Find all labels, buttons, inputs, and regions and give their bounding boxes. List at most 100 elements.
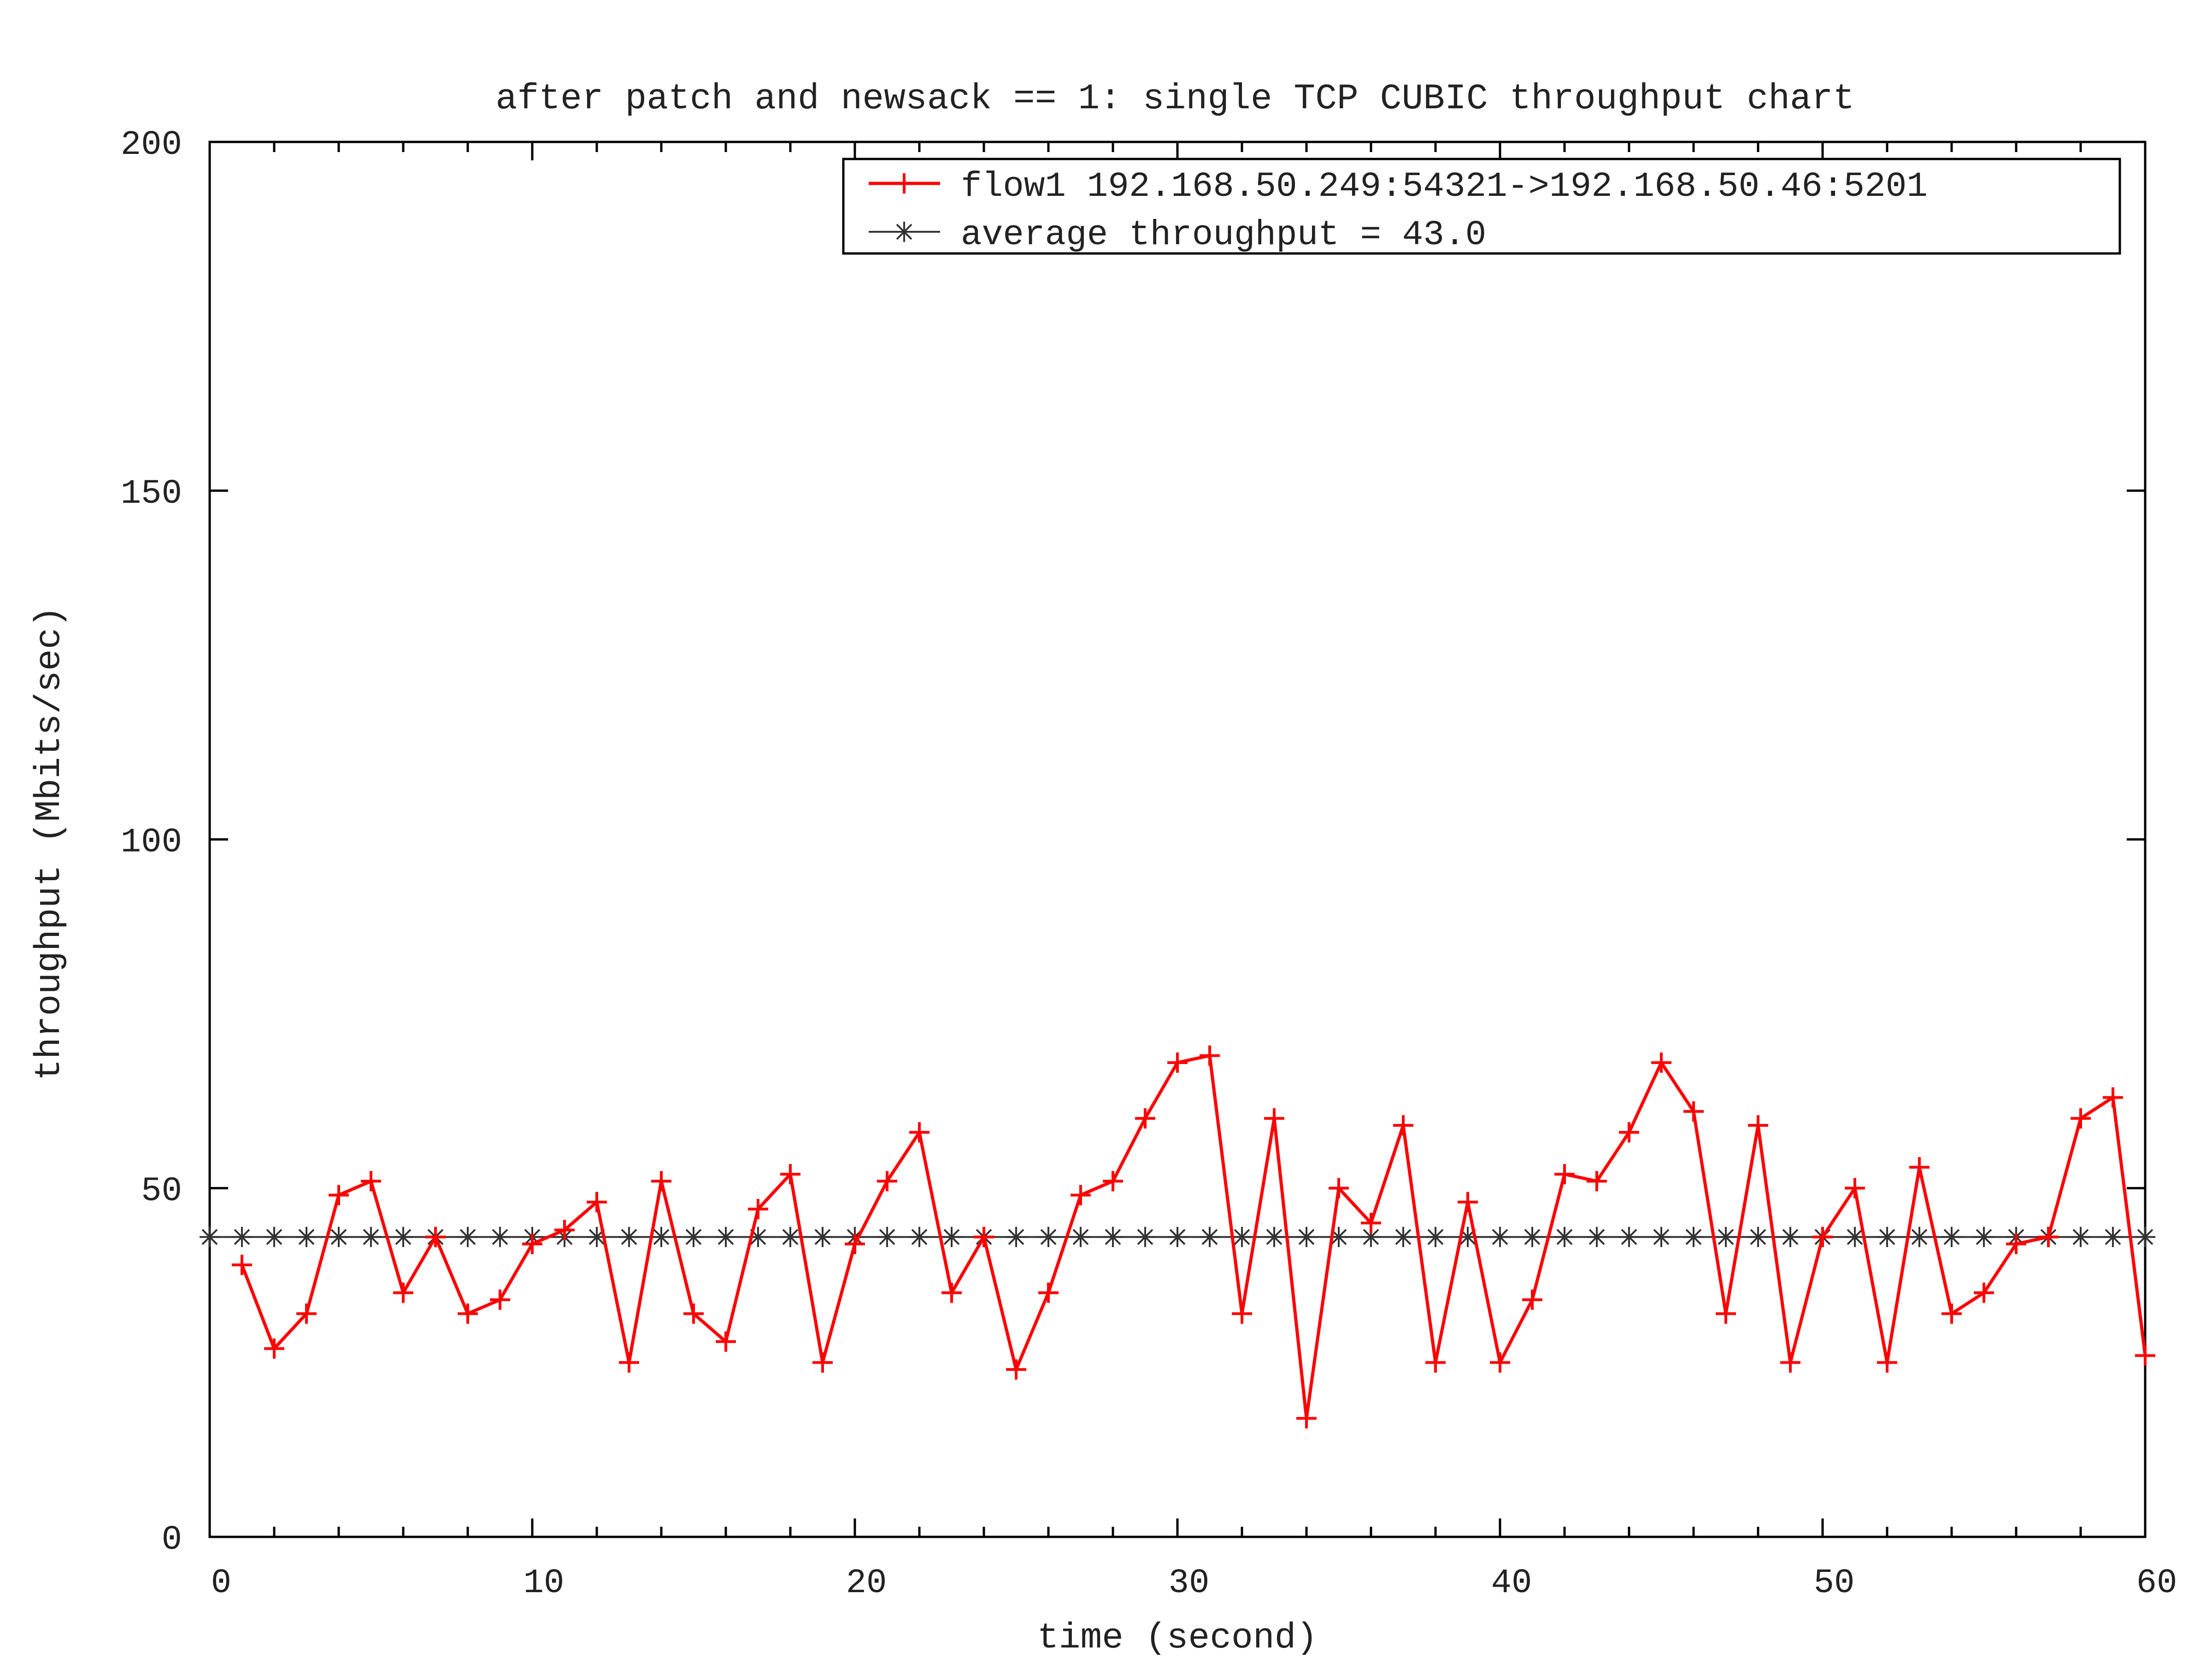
- average-point: [1135, 1227, 1155, 1247]
- flow1-point: [1812, 1227, 1833, 1247]
- average-point: [1651, 1227, 1671, 1247]
- flow1-point: [716, 1331, 736, 1352]
- x-axis: 0 10 20 30 40 50 60: [208, 142, 2177, 1603]
- flow1-point: [1393, 1115, 1413, 1136]
- flow1-point: [1619, 1122, 1639, 1143]
- flow1-point: [1683, 1101, 1704, 1122]
- legend-label-flow1: flow1 192.168.50.249:54321->192.168.50.4…: [961, 167, 1928, 206]
- average-point: [1974, 1227, 1994, 1247]
- average-point: [909, 1227, 930, 1247]
- legend-swatch-flow1: [869, 173, 940, 194]
- flow1-point: [1232, 1303, 1252, 1324]
- flow1-point: [619, 1352, 639, 1373]
- average-point: [296, 1227, 317, 1247]
- average-point: [1845, 1227, 1865, 1247]
- flow1-point: [1522, 1289, 1542, 1310]
- flow1-point: [812, 1352, 833, 1373]
- flow1-point: [264, 1338, 284, 1359]
- flow1-point: [425, 1227, 446, 1247]
- flow1-point: [522, 1234, 542, 1254]
- flow1-point: [296, 1303, 317, 1324]
- flow1-point: [683, 1303, 704, 1324]
- flow1-point: [393, 1282, 413, 1303]
- flow1-point: [748, 1199, 768, 1219]
- flow1-line: [240, 1053, 2147, 1419]
- average-point: [232, 1227, 252, 1247]
- flow1-point: [2038, 1227, 2059, 1247]
- flow1-point: [877, 1171, 897, 1192]
- average-point: [1071, 1227, 1091, 1247]
- average-point: [2103, 1227, 2123, 1247]
- legend-marker: [894, 173, 914, 194]
- legend-marker: [894, 222, 914, 242]
- x-tick-label: 10: [524, 1564, 565, 1603]
- average-point: [716, 1227, 736, 1247]
- average-point: [1909, 1227, 1930, 1247]
- x-axis-label: time (second): [1037, 1618, 1318, 1659]
- flow1-point: [1845, 1178, 1865, 1199]
- flow1-point: [1941, 1303, 1962, 1324]
- average-point: [1264, 1227, 1284, 1247]
- flow1-point: [490, 1289, 510, 1310]
- flow1-point: [1780, 1352, 1800, 1373]
- chart-title: after patch and newsack == 1: single TCP…: [496, 79, 1855, 119]
- average-point: [1200, 1227, 1220, 1247]
- y-tick-label: 200: [121, 126, 182, 165]
- average-point: [1232, 1227, 1252, 1247]
- average-point: [1006, 1227, 1026, 1247]
- average-point: [1167, 1227, 1188, 1247]
- legend: flow1 192.168.50.249:54321->192.168.50.4…: [842, 158, 2121, 255]
- flow1-point: [1038, 1282, 1059, 1303]
- average-point: [1554, 1227, 1575, 1247]
- y-tick-label: 0: [162, 1521, 182, 1559]
- average-point: [1522, 1227, 1542, 1247]
- flow1-point: [1006, 1359, 1026, 1380]
- x-tick-label: 40: [1491, 1564, 1532, 1603]
- average-point: [1877, 1227, 1897, 1247]
- flow1-point: [232, 1254, 252, 1275]
- y-tick-label: 100: [121, 824, 182, 862]
- average-point: [264, 1227, 284, 1247]
- flow1-point: [2135, 1345, 2155, 1366]
- flow1-point: [941, 1282, 962, 1303]
- average-point: [393, 1227, 413, 1247]
- average-point: [1619, 1227, 1639, 1247]
- flow1-point: [1329, 1178, 1349, 1199]
- flow1-point: [2071, 1108, 2091, 1129]
- flow1-point: [1554, 1164, 1575, 1184]
- flow1-point: [780, 1164, 800, 1184]
- average-point: [1780, 1227, 1800, 1247]
- flow1-point: [1425, 1352, 1446, 1373]
- x-tick-label: 30: [1169, 1564, 1210, 1603]
- average-point: [1103, 1227, 1123, 1247]
- flow1-point: [1716, 1303, 1736, 1324]
- flow1-point: [1200, 1045, 1220, 1066]
- average-point: [683, 1227, 704, 1247]
- flow1-point: [974, 1227, 994, 1247]
- average-point: [941, 1227, 962, 1247]
- average-point: [458, 1227, 478, 1247]
- average-point: [1683, 1227, 1704, 1247]
- y-tick-label: 150: [121, 475, 182, 513]
- x-tick-label: 60: [2136, 1564, 2177, 1603]
- average-point: [1587, 1227, 1607, 1247]
- average-point: [200, 1227, 220, 1247]
- average-point: [1490, 1227, 1510, 1247]
- flow1-point: [1909, 1157, 1930, 1177]
- flow1-point: [2006, 1234, 2026, 1254]
- series-layer: [200, 1045, 2155, 1429]
- average-point: [1393, 1227, 1413, 1247]
- flow1-point: [1490, 1352, 1510, 1373]
- y-tick-label: 50: [141, 1172, 182, 1211]
- average-point: [2135, 1227, 2155, 1247]
- flow1-point: [909, 1122, 930, 1143]
- flow1-point: [1974, 1282, 1994, 1303]
- average-point: [1038, 1227, 1059, 1247]
- average-point: [1296, 1227, 1317, 1247]
- flow1-point: [587, 1192, 607, 1212]
- y-axis-label: throughput (Mbits/sec): [29, 606, 70, 1081]
- x-tick-label: 0: [211, 1564, 231, 1603]
- flow1-point: [361, 1171, 381, 1192]
- flow1-point: [1587, 1171, 1607, 1192]
